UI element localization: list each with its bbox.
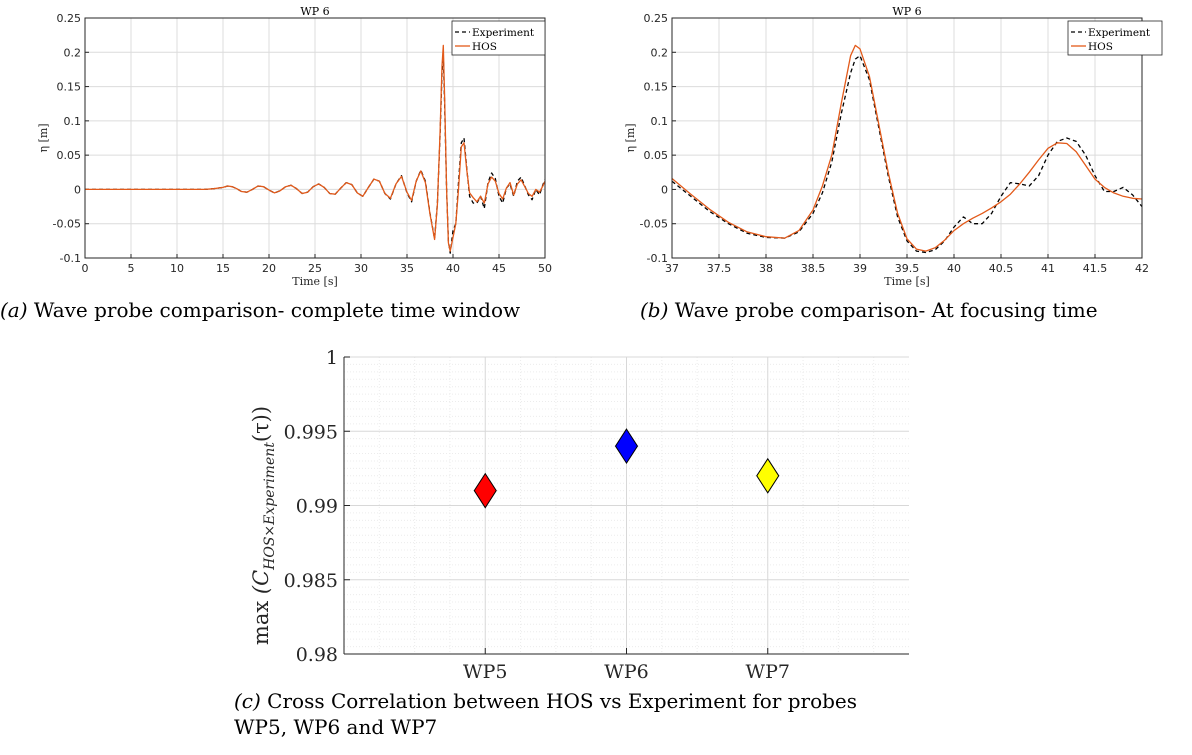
data-point-wp6 bbox=[614, 428, 639, 465]
y-tick-label: 0.98 bbox=[296, 644, 338, 666]
x-tick-label: 30 bbox=[354, 262, 368, 275]
y-tick-label: 0.25 bbox=[644, 12, 669, 25]
y-tick-label: 0.05 bbox=[644, 149, 669, 162]
caption-a-text: Wave probe comparison- complete time win… bbox=[27, 298, 521, 322]
x-tick-label: WP5 bbox=[463, 661, 507, 683]
x-tick-label: 40 bbox=[947, 262, 961, 275]
y-axis-title-prefix: max bbox=[249, 594, 273, 645]
x-tick-label: 50 bbox=[538, 262, 552, 275]
x-tick-label: 0 bbox=[82, 262, 89, 275]
x-tick-label: 40.5 bbox=[989, 262, 1014, 275]
legend: Experiment HOS bbox=[1067, 20, 1163, 56]
y-axis-title: η [m] bbox=[624, 123, 637, 152]
y-axis-title: η [m] bbox=[37, 123, 50, 152]
x-tick-label: 41 bbox=[1041, 262, 1055, 275]
series-line-hos bbox=[671, 44, 1143, 252]
x-axis-title: Time [s] bbox=[884, 275, 930, 288]
x-tick-label: 38 bbox=[759, 262, 773, 275]
legend-box bbox=[451, 20, 546, 56]
x-tick-label: 41.5 bbox=[1083, 262, 1108, 275]
chart-title: WP 6 bbox=[300, 5, 329, 18]
y-tick-label: 0.05 bbox=[57, 149, 82, 162]
y-tick-label: 0.99 bbox=[296, 496, 338, 518]
y-tick-label: 0.995 bbox=[284, 421, 338, 443]
y-tick-label: 0 bbox=[661, 183, 668, 196]
x-tick-label: 35 bbox=[400, 262, 414, 275]
x-tick-label: 39 bbox=[853, 262, 867, 275]
caption-c: (c) Cross Correlation between HOS vs Exp… bbox=[234, 688, 857, 740]
legend-label-hos: HOS bbox=[1088, 41, 1113, 53]
y-tick-label: 1 bbox=[326, 347, 338, 369]
legend: Experiment HOS bbox=[451, 20, 546, 56]
y-axis-title-subscript: HOS×Experiment bbox=[262, 442, 278, 571]
legend-label-hos: HOS bbox=[472, 41, 497, 53]
chart-a: 0 5 10 15 20 25 30 35 40 45 50 -0.1 -0.05 0 0.05 0.1 0.1… bbox=[37, 5, 552, 288]
caption-c-tag: (c) bbox=[234, 689, 261, 713]
x-tick-label: 10 bbox=[170, 262, 184, 275]
plot-frame bbox=[671, 17, 1143, 259]
chart-b-panel: 37 37.5 38 38.5 39 39.5 40 40.5 41 41.5 42 -0.1 -0.0… bbox=[600, 0, 1192, 300]
chart-a-panel: 0 5 10 15 20 25 30 35 40 45 50 -0.1 -0.05 0 0.05 0.1 0.1… bbox=[0, 0, 560, 300]
y-tick-label: -0.05 bbox=[640, 218, 668, 231]
y-tick-label: 0.15 bbox=[57, 81, 82, 94]
caption-a: (a) Wave probe comparison- complete time… bbox=[0, 297, 520, 323]
chart-c: 0.98 0.985 0.99 0.995 1 WP5 WP6 WP7 max (CHOS×Ex… bbox=[249, 347, 909, 683]
series-line-hos bbox=[85, 44, 546, 252]
y-tick-label: -0.1 bbox=[647, 252, 668, 265]
caption-a-tag: (a) bbox=[0, 298, 28, 322]
caption-c-text: Cross Correlation between HOS vs Experim… bbox=[260, 689, 858, 713]
x-axis-title: Time [s] bbox=[292, 275, 338, 288]
x-tick-label: 38.5 bbox=[801, 262, 826, 275]
caption-c-line1: (c) Cross Correlation between HOS vs Exp… bbox=[234, 688, 857, 714]
x-tick-label: 40 bbox=[446, 262, 460, 275]
caption-b-tag: (b) bbox=[640, 298, 669, 322]
x-tick-label: 20 bbox=[262, 262, 276, 275]
y-axis-title-suffix: (τ)) bbox=[249, 406, 273, 442]
y-tick-label: 0.15 bbox=[644, 81, 669, 94]
caption-b: (b) Wave probe comparison- At focusing t… bbox=[640, 297, 1098, 323]
series-line-experiment bbox=[671, 55, 1143, 254]
chart-c-panel: 0.98 0.985 0.99 0.995 1 WP5 WP6 WP7 max (CHOS×Ex… bbox=[240, 340, 940, 690]
chart-title: WP 6 bbox=[892, 5, 921, 18]
chart-b: 37 37.5 38 38.5 39 39.5 40 40.5 41 41.5 42 -0.1 -0.0… bbox=[624, 5, 1163, 288]
x-tick-label: WP7 bbox=[746, 661, 790, 683]
x-tick-label: 42 bbox=[1135, 262, 1149, 275]
y-tick-label: 0.2 bbox=[64, 46, 82, 59]
data-point-wp7 bbox=[756, 457, 780, 494]
x-tick-label: 39.5 bbox=[895, 262, 920, 275]
legend-label-experiment: Experiment bbox=[472, 27, 535, 39]
y-tick-label: 0 bbox=[74, 183, 81, 196]
data-point-wp5 bbox=[473, 472, 497, 509]
x-tick-label: 5 bbox=[128, 262, 135, 275]
caption-b-text: Wave probe comparison- At focusing time bbox=[668, 298, 1098, 322]
x-tick-label: WP6 bbox=[604, 661, 648, 683]
caption-c-line2: WP5, WP6 and WP7 bbox=[234, 715, 438, 739]
y-tick-label: -0.05 bbox=[53, 218, 81, 231]
legend-box bbox=[1067, 20, 1163, 56]
plot-frame bbox=[84, 17, 546, 259]
y-axis-title: max (CHOS×Experiment(τ)) bbox=[249, 406, 278, 645]
x-tick-label: 25 bbox=[308, 262, 322, 275]
y-tick-label: 0.985 bbox=[284, 570, 338, 592]
x-tick-label: 37.5 bbox=[707, 262, 732, 275]
y-tick-label: -0.1 bbox=[60, 252, 81, 265]
y-axis-title-main: (C bbox=[249, 570, 273, 594]
y-tick-label: 0.1 bbox=[651, 115, 669, 128]
x-tick-label: 37 bbox=[665, 262, 679, 275]
x-tick-label: 45 bbox=[492, 262, 506, 275]
y-tick-label: 0.1 bbox=[64, 115, 82, 128]
y-tick-label: 0.25 bbox=[57, 12, 82, 25]
legend-label-experiment: Experiment bbox=[1088, 27, 1151, 39]
x-tick-label: 15 bbox=[216, 262, 230, 275]
y-tick-label: 0.2 bbox=[651, 46, 669, 59]
